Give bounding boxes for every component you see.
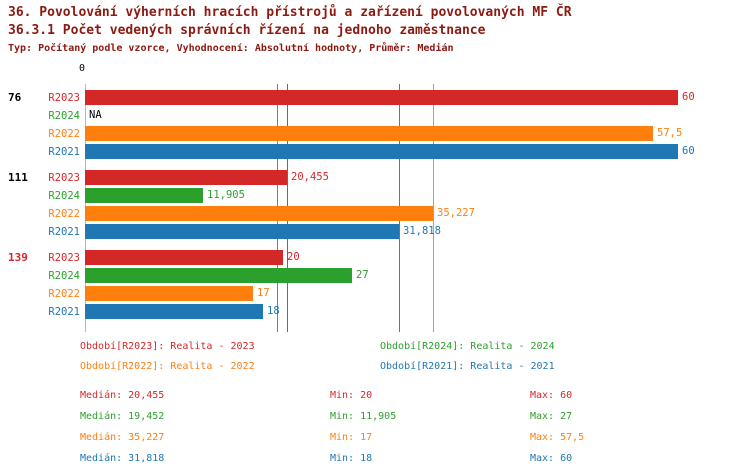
stat-max-r2021: Max: 60 [530,453,573,464]
bar-r2022 [85,206,433,221]
stat-min-r2023: Min: 20 [330,390,373,401]
legend-item-r2023: Období[R2023]: Realita - 2023 [80,341,255,352]
bar-series-label-r2022: R2022 [48,208,80,220]
bar-r2021 [85,144,678,159]
bar-series-label-r2022: R2022 [48,128,80,140]
stat-median-r2022: Medián: 35,227 [80,432,165,443]
bar-value-label-na: NA [89,109,102,121]
bar-value-label: 17 [257,287,270,299]
bar-series-label-r2024: R2024 [48,190,80,202]
bar-value-label: 20 [287,251,300,263]
stat-max-r2024: Max: 27 [530,411,573,422]
legend-item-r2022: Období[R2022]: Realita - 2022 [80,361,255,372]
stat-min-r2021: Min: 18 [330,453,373,464]
bar-value-label: 18 [267,305,280,317]
bar-series-label-r2021: R2021 [48,306,80,318]
chart-title-line1: 36. Povolování výherních hracích přístro… [8,5,572,20]
bar-r2023 [85,170,287,185]
bar-r2021 [85,304,263,319]
bar-value-label: 27 [356,269,369,281]
bar-value-label: 57,5 [657,127,683,139]
bar-series-label-r2024: R2024 [48,110,80,122]
bar-series-label-r2023: R2023 [48,92,80,104]
group-label: 76 [8,91,22,104]
bar-value-label: 60 [682,91,695,103]
chart-subtitle: Typ: Počítaný podle vzorce, Vyhodnocení:… [8,43,454,54]
bar-r2022 [85,286,253,301]
bar-series-label-r2021: R2021 [48,226,80,238]
stat-median-r2024: Medián: 19,452 [80,411,165,422]
stat-max-r2022: Max: 57,5 [530,432,585,443]
bar-series-label-r2024: R2024 [48,270,80,282]
bar-r2021 [85,224,399,239]
legend-item-r2021: Období[R2021]: Realita - 2021 [380,361,555,372]
group-label: 111 [8,171,28,184]
stat-max-r2023: Max: 60 [530,390,573,401]
bar-series-label-r2022: R2022 [48,288,80,300]
bar-r2024 [85,268,352,283]
bar-r2024 [85,188,203,203]
stat-min-r2024: Min: 11,905 [330,411,397,422]
bar-r2022 [85,126,653,141]
bar-series-label-r2021: R2021 [48,146,80,158]
bar-value-label: 35,227 [437,207,475,219]
bar-r2023 [85,250,283,265]
bar-value-label: 11,905 [207,189,245,201]
bar-series-label-r2023: R2023 [48,252,80,264]
chart-title-line2: 36.3.1 Počet vedených správních řízení n… [8,23,486,38]
stat-median-r2021: Medián: 31,818 [80,453,165,464]
x-axis-zero-label: 0 [79,63,86,74]
bar-value-label: 20,455 [291,171,329,183]
stat-min-r2022: Min: 17 [330,432,373,443]
bar-value-label: 31,818 [403,225,441,237]
median-line-r2022 [433,84,434,332]
group-label: 139 [8,251,28,264]
bar-series-label-r2023: R2023 [48,172,80,184]
bar-value-label: 60 [682,145,695,157]
stat-median-r2023: Medián: 20,455 [80,390,165,401]
legend-item-r2024: Období[R2024]: Realita - 2024 [380,341,555,352]
bar-r2023 [85,90,678,105]
